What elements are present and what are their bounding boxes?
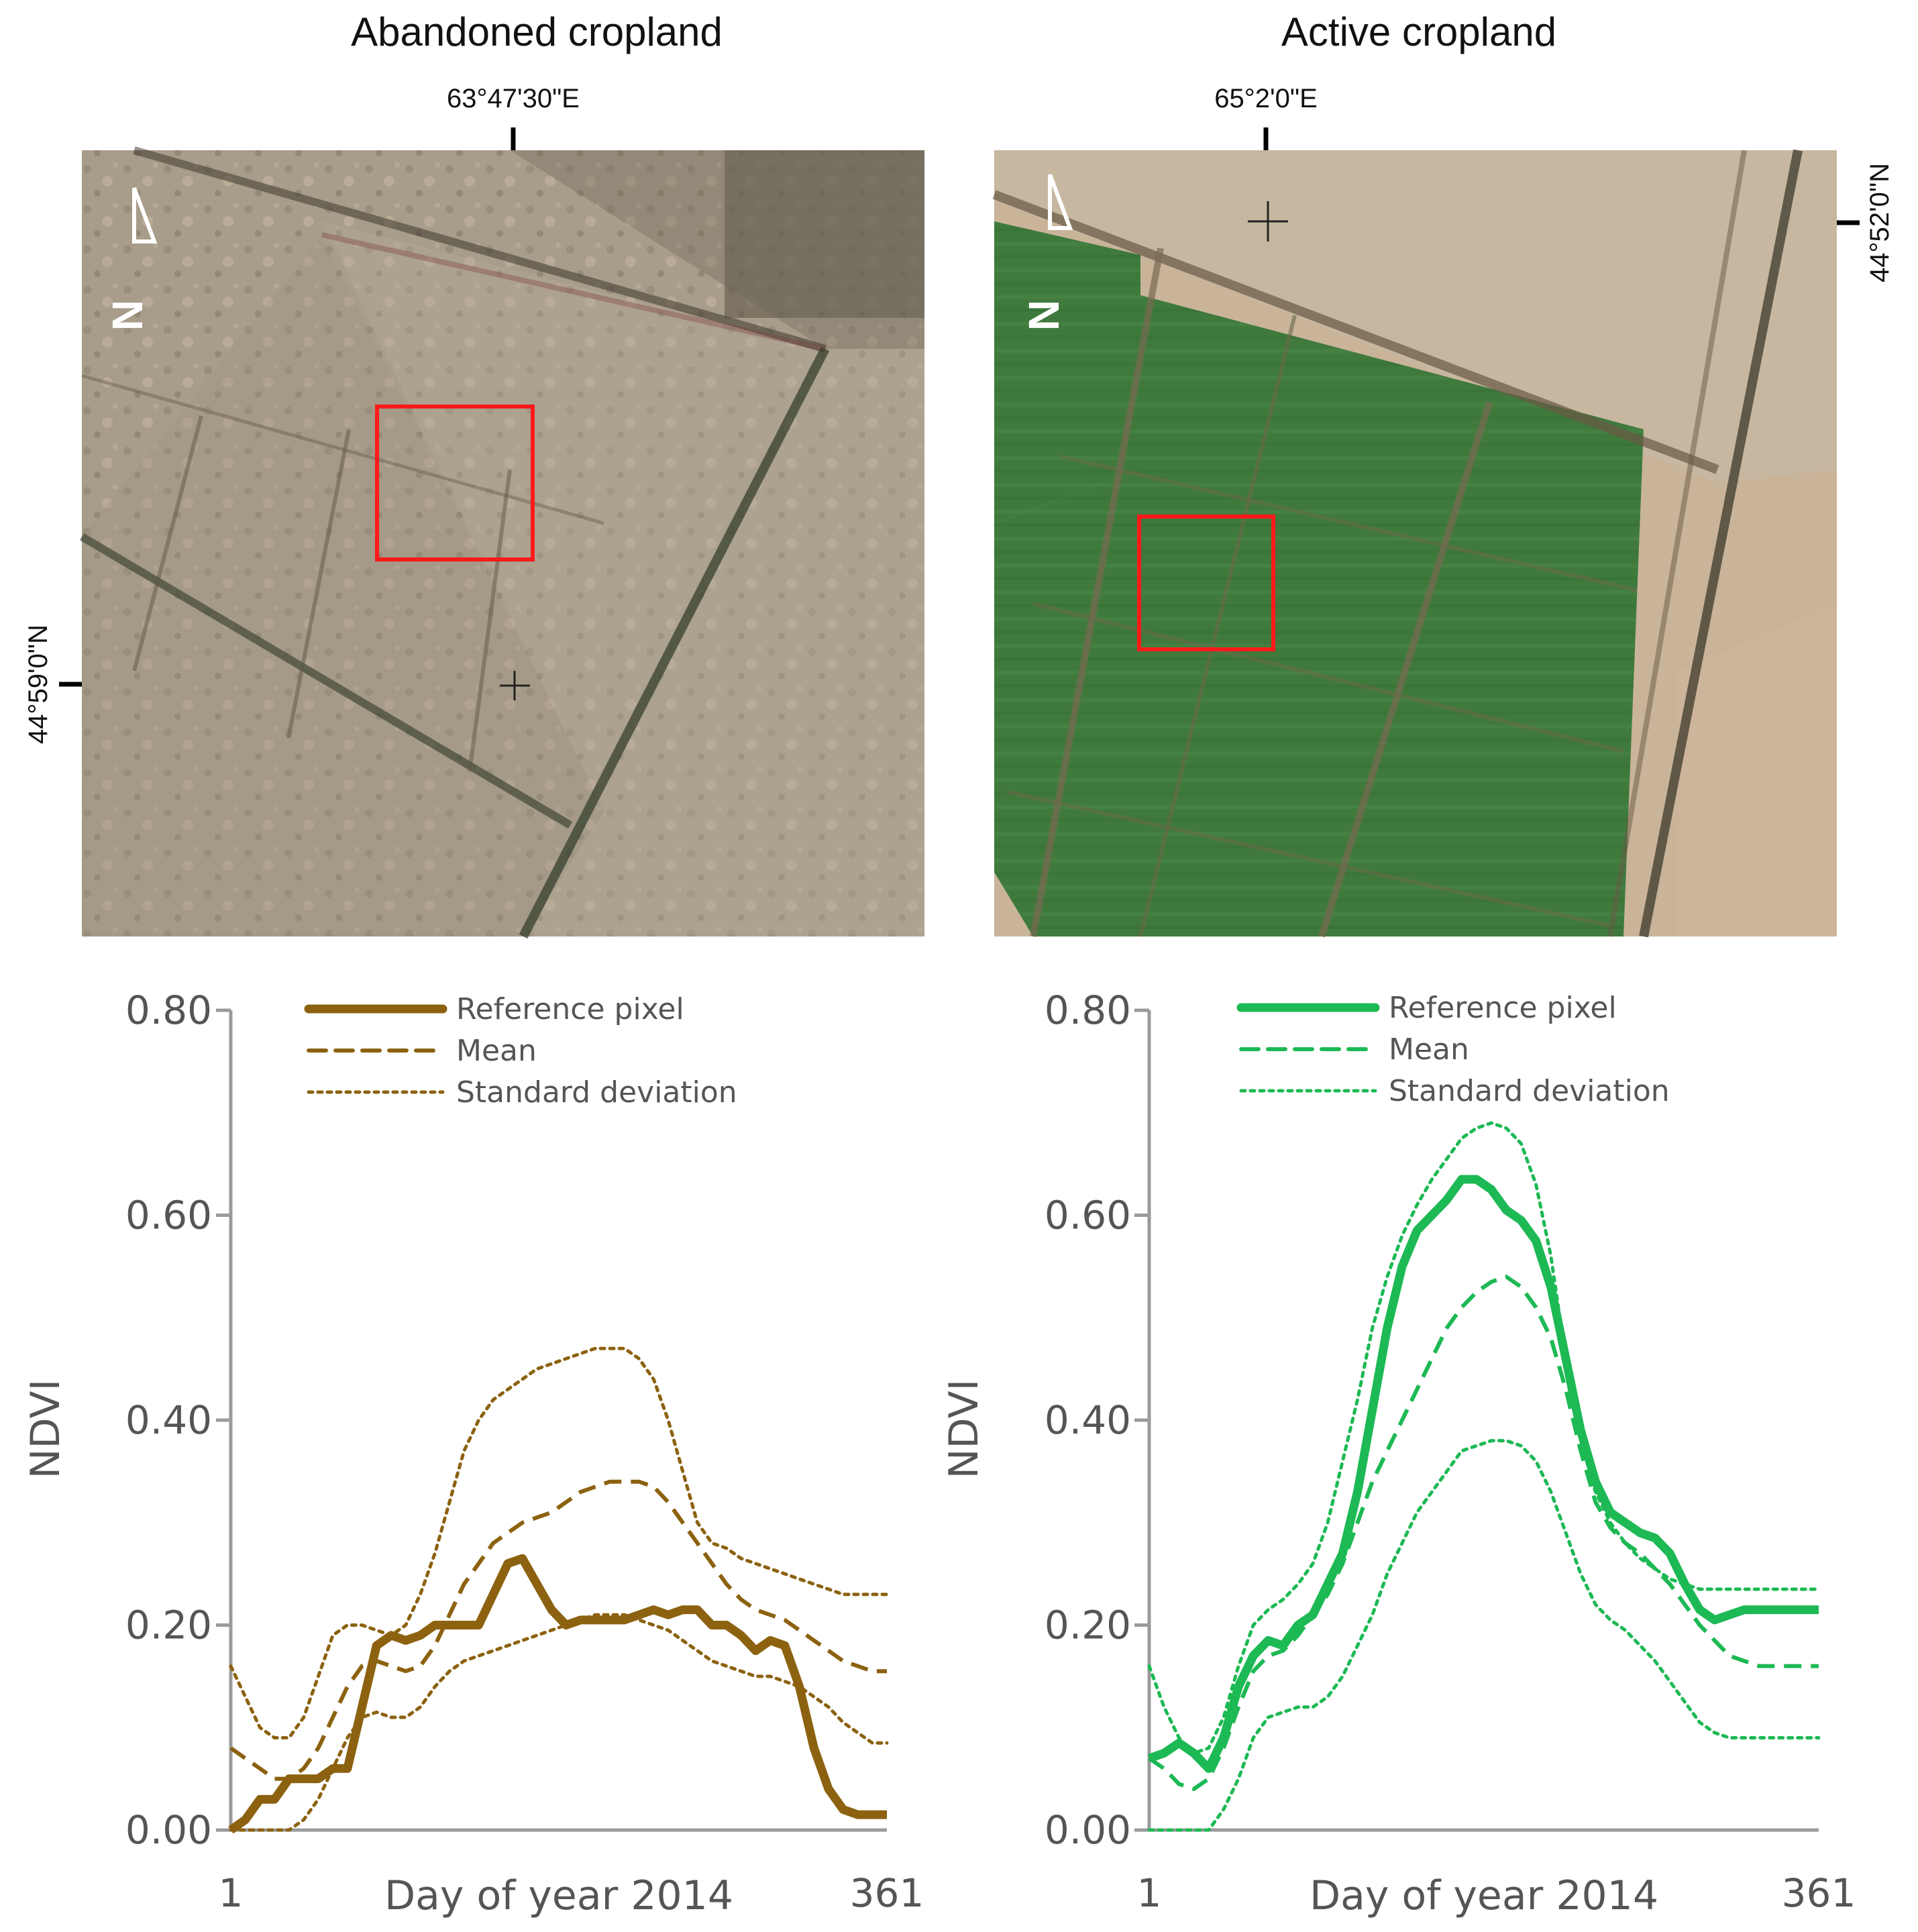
x-axis-label: Day of year 2014 [384,1872,733,1919]
study-area-box-abandoned [375,405,535,561]
satellite-image-abandoned [79,146,924,939]
y-tick-label: 0.40 [125,1397,212,1443]
latitude-label-active: 44°52'0"N [1865,163,1895,282]
legend-label: Mean [456,1034,537,1068]
y-tick-label: 0.20 [1045,1603,1131,1648]
series-line-standard-deviation [229,1346,889,1739]
study-area-box-active [1137,515,1275,651]
longitude-label-active: 65°2'0"E [1214,84,1318,113]
satellite-image-active [992,149,1837,938]
north-label-active: N [1020,300,1068,331]
series-line-reference-pixel [228,1554,887,1834]
longitude-label-abandoned: 63°47'30"E [447,84,580,113]
north-arrow-active: N [1020,173,1073,331]
latitude-label-abandoned: 44°59'0"N [23,625,53,744]
y-tick-label: 0.00 [1045,1807,1131,1853]
y-tick-label: 0.40 [1045,1397,1131,1443]
panel-title-abandoned: Abandoned cropland [351,9,723,54]
ndvi-chart-active: 0.00 0.20 0.40 0.60 0.80 1 361 Day of year 2014… [941,987,1856,1919]
legend-label: Mean [1389,1032,1469,1067]
legend-label: Standard deviation [456,1075,737,1110]
series-line-mean [229,1479,887,1781]
x-tick-label: 1 [1137,1870,1162,1916]
x-tick-label: 361 [1782,1870,1856,1916]
y-tick-label: 0.60 [1045,1193,1131,1238]
panel-title-active: Active cropland [1281,9,1556,54]
x-tick-label: 1 [219,1870,244,1916]
north-arrow-abandoned: N [103,186,158,331]
ndvi-chart-abandoned: 0.00 0.20 0.40 0.60 0.80 1 361 Day of year 2014… [22,987,924,1919]
x-tick-label: 361 [850,1870,924,1916]
series-line-reference-pixel [1147,1175,1819,1773]
legend-label: Reference pixel [1389,991,1617,1025]
y-tick-label: 0.00 [125,1807,212,1853]
y-axis-label: NDVI [941,1379,988,1479]
series-line-standard-deviation-lower [1147,1439,1821,1832]
y-axis-label: NDVI [22,1379,69,1479]
legend-label: Standard deviation [1389,1074,1670,1108]
series-line-mean [1148,1275,1819,1791]
series-line-standard-deviation-lower [229,1613,889,1832]
series-line-standard-deviation [1147,1121,1821,1755]
y-tick-label: 0.80 [125,987,212,1033]
legend-label: Reference pixel [456,992,684,1026]
y-tick-label: 0.80 [1045,987,1131,1033]
x-axis-label: Day of year 2014 [1310,1872,1658,1919]
north-label-abandoned: N [103,300,152,331]
y-tick-label: 0.60 [125,1193,212,1238]
y-tick-label: 0.20 [125,1603,212,1648]
